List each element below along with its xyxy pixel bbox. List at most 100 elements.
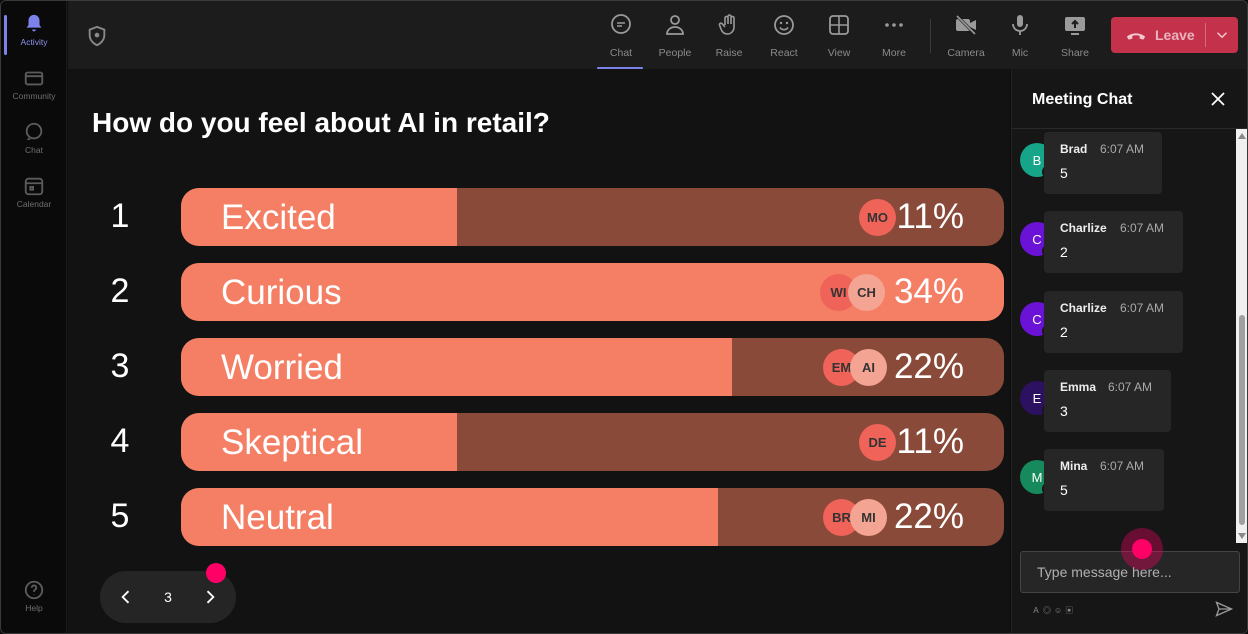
message-input[interactable] <box>1020 551 1240 593</box>
leave-button[interactable]: Leave <box>1111 17 1238 53</box>
sender-name: Charlize <box>1060 221 1107 235</box>
rail-item-calendar[interactable]: Calendar <box>1 171 67 223</box>
app-rail: Activity Community Chat Calendar Help <box>1 1 67 633</box>
people-icon <box>666 15 684 35</box>
voter-avatar: AI <box>850 349 887 386</box>
voter-avatar: MI <box>850 499 887 536</box>
share-screen-icon <box>1065 17 1085 35</box>
rail-item-label: Community <box>12 91 56 101</box>
scroll-down-arrow[interactable] <box>1238 533 1246 539</box>
chat-message: Mina 6:07 AM 5 <box>1044 449 1164 511</box>
poll-option-label: Curious <box>221 273 342 312</box>
help-icon <box>24 580 44 600</box>
option-number: 1 <box>110 197 130 235</box>
toolbar-divider <box>930 19 931 53</box>
option-number: 3 <box>110 347 130 385</box>
rail-item-community[interactable]: Community <box>1 63 67 115</box>
chat-message: Charlize 6:07 AM 2 <box>1044 211 1183 273</box>
poll-option-label: Neutral <box>221 498 334 537</box>
grid-view-icon <box>829 15 849 35</box>
poll-option-fill <box>181 413 457 471</box>
rail-item-help[interactable]: Help <box>1 575 67 627</box>
poll-option-fill <box>181 188 457 246</box>
poll-option-bar[interactable]: Skeptical DE 11% <box>181 413 1004 471</box>
poll-option-bar[interactable]: Curious WI CH 34% <box>181 263 1004 321</box>
chevron-down-icon[interactable] <box>1213 26 1231 44</box>
poll-option-percent: 22% <box>893 347 964 386</box>
chevron-left-icon[interactable] <box>116 587 136 607</box>
sender-name: Mina <box>1060 459 1088 473</box>
message-body: 2 <box>1060 244 1068 260</box>
raise-button-label: Raise <box>715 47 743 59</box>
meeting-chat-panel: Meeting Chat B Brad 6:07 AM 5 C Charlize… <box>1011 69 1247 633</box>
share-button-label: Share <box>1060 47 1090 59</box>
chevron-right-icon[interactable] <box>200 587 220 607</box>
chat-button[interactable]: Chat <box>595 9 647 70</box>
message-time: 6:07 AM <box>1100 459 1145 473</box>
share-button[interactable]: Share <box>1049 9 1101 65</box>
message-time: 6:07 AM <box>1120 221 1165 235</box>
poll-option-fill <box>181 488 718 546</box>
message-body: 3 <box>1060 403 1068 419</box>
more-button[interactable]: More <box>868 9 920 65</box>
people-button[interactable]: People <box>649 9 701 65</box>
message-body: 5 <box>1060 165 1068 181</box>
format-icon[interactable]: Ａ <box>1032 606 1043 615</box>
raise-hand-button[interactable]: Raise <box>703 9 755 65</box>
mic-button[interactable]: Mic <box>994 9 1046 65</box>
chat-header: Meeting Chat <box>1012 69 1247 129</box>
option-number: 2 <box>110 272 130 310</box>
emoji-icon[interactable]: ☺ <box>1054 606 1066 615</box>
voter-avatar: MO <box>859 199 896 236</box>
poll-option-percent: 34% <box>893 272 964 311</box>
react-button[interactable]: React <box>758 9 810 65</box>
rail-item-activity[interactable]: Activity <box>1 9 67 61</box>
close-icon[interactable] <box>1210 91 1226 107</box>
phone-hangup-icon <box>1126 33 1146 40</box>
scroll-thumb[interactable] <box>1239 315 1245 525</box>
notification-dot <box>206 563 226 583</box>
poll-option-bar[interactable]: Worried EM AI 22% <box>181 338 1004 396</box>
people-button-label: People <box>658 47 692 59</box>
meeting-toolbar: Chat People Raise React View More Camera <box>68 1 1247 70</box>
message-body: 5 <box>1060 482 1068 498</box>
poll-option-fill <box>181 338 733 396</box>
message-body: 2 <box>1060 324 1068 340</box>
sender-name: Charlize <box>1060 301 1107 315</box>
smiley-icon <box>774 15 794 35</box>
gif-icon[interactable]: ▣ <box>1065 606 1077 615</box>
poll-option-bar[interactable]: Neutral BR MI 22% <box>181 488 1004 546</box>
shield-icon[interactable] <box>86 25 108 47</box>
hand-icon <box>718 14 735 35</box>
rail-item-label: Activity <box>20 37 48 47</box>
poll-option-percent: 22% <box>893 497 964 536</box>
view-button[interactable]: View <box>813 9 865 65</box>
poll-option-bar[interactable]: Excited MO 11% <box>181 188 1004 246</box>
attach-icon[interactable]: ◎ <box>1043 606 1054 615</box>
message-time: 6:07 AM <box>1108 380 1153 394</box>
poll-option-label: Worried <box>221 348 343 387</box>
chat-title: Meeting Chat <box>1032 91 1133 108</box>
rail-item-chat[interactable]: Chat <box>1 117 67 169</box>
leave-divider <box>1205 23 1206 47</box>
poll-stage: How do you feel about AI in retail? 1 Ex… <box>68 69 1010 633</box>
format-toolbar: Ａ◎☺▣ <box>1032 605 1076 616</box>
option-number: 5 <box>110 497 130 535</box>
message-time: 6:07 AM <box>1120 301 1165 315</box>
calendar-icon <box>24 177 44 196</box>
more-button-label: More <box>882 47 906 59</box>
camera-button[interactable]: Camera <box>940 9 992 65</box>
scroll-up-arrow[interactable] <box>1238 133 1246 139</box>
chat-message: Emma 6:07 AM 3 <box>1044 370 1171 432</box>
message-time: 6:07 AM <box>1100 142 1145 156</box>
sender-name: Brad <box>1060 142 1088 156</box>
react-button-label: React <box>770 47 798 59</box>
chat-scrollbar[interactable] <box>1236 129 1247 543</box>
sender-name: Emma <box>1060 380 1097 394</box>
mic-button-label: Mic <box>1011 47 1029 59</box>
view-button-label: View <box>827 47 851 59</box>
send-icon[interactable] <box>1214 599 1234 619</box>
chat-icon <box>25 122 43 141</box>
chat-message: Brad 6:07 AM 5 <box>1044 132 1162 194</box>
